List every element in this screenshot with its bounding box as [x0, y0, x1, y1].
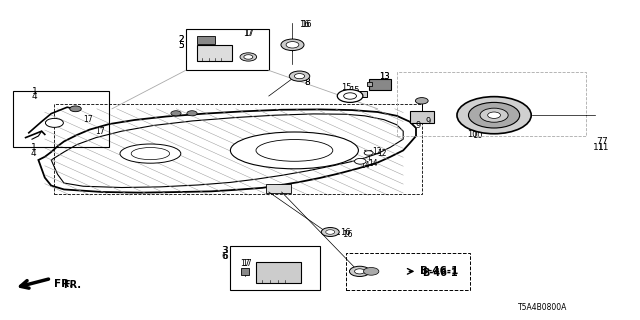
Text: 16: 16: [340, 228, 351, 237]
Text: 2: 2: [178, 36, 184, 44]
Bar: [367, 82, 372, 86]
Circle shape: [480, 108, 508, 122]
Text: 16: 16: [301, 20, 312, 29]
Circle shape: [70, 106, 81, 112]
Text: B-46-1: B-46-1: [420, 266, 458, 276]
Text: 5: 5: [178, 41, 184, 50]
Text: 13: 13: [379, 72, 390, 81]
Circle shape: [286, 42, 299, 48]
Bar: [197, 36, 215, 44]
Bar: [256, 262, 301, 283]
Text: B-46-1: B-46-1: [422, 268, 458, 278]
Circle shape: [45, 118, 63, 127]
Circle shape: [344, 93, 356, 99]
Polygon shape: [51, 114, 403, 188]
Circle shape: [326, 230, 335, 234]
Bar: [197, 45, 232, 61]
Text: 3: 3: [221, 246, 227, 255]
Bar: [410, 111, 434, 123]
Text: 14: 14: [368, 159, 378, 168]
Text: 7: 7: [602, 137, 607, 146]
Text: 13: 13: [379, 72, 390, 81]
Bar: [397, 72, 586, 136]
Text: 16: 16: [300, 20, 310, 29]
Text: 6: 6: [222, 252, 228, 261]
Circle shape: [468, 102, 520, 128]
Text: 8: 8: [305, 78, 310, 87]
Circle shape: [281, 39, 304, 51]
Text: 10: 10: [467, 130, 477, 139]
Text: 5: 5: [178, 41, 184, 50]
Text: 15: 15: [341, 83, 351, 92]
Text: 17: 17: [95, 127, 104, 136]
Bar: [266, 184, 291, 193]
Text: 15: 15: [349, 86, 359, 95]
Text: 16: 16: [342, 230, 353, 239]
Text: 7: 7: [596, 137, 602, 146]
Bar: [13, 91, 109, 147]
Text: 1: 1: [32, 87, 38, 96]
Text: 9: 9: [426, 117, 431, 126]
Circle shape: [244, 55, 253, 59]
Text: 9: 9: [416, 121, 421, 130]
Text: 4: 4: [32, 92, 38, 101]
Text: 11: 11: [593, 143, 605, 152]
Text: T5A4B0800A: T5A4B0800A: [518, 303, 568, 312]
Circle shape: [457, 97, 531, 134]
Bar: [186, 29, 269, 70]
Circle shape: [294, 74, 305, 79]
Text: 17: 17: [83, 115, 93, 124]
Text: 4: 4: [31, 149, 36, 158]
Circle shape: [355, 158, 366, 164]
Circle shape: [321, 228, 339, 236]
Circle shape: [415, 98, 428, 104]
Ellipse shape: [230, 132, 358, 169]
Text: 6: 6: [221, 252, 227, 261]
Text: 14: 14: [360, 161, 370, 170]
Circle shape: [240, 53, 257, 61]
Circle shape: [364, 268, 379, 275]
Bar: [230, 246, 320, 290]
Polygon shape: [38, 109, 416, 193]
Text: 17: 17: [241, 259, 250, 268]
Circle shape: [364, 151, 373, 155]
Circle shape: [187, 111, 197, 116]
Bar: [241, 268, 249, 275]
Text: 8: 8: [305, 78, 310, 87]
Text: 3: 3: [222, 246, 228, 255]
Text: 17: 17: [244, 29, 254, 38]
Bar: [54, 104, 422, 194]
Ellipse shape: [120, 144, 180, 163]
Bar: [355, 91, 367, 97]
Text: 2: 2: [178, 35, 184, 44]
Ellipse shape: [256, 140, 333, 161]
Text: 12: 12: [378, 149, 387, 158]
Circle shape: [349, 266, 370, 276]
Ellipse shape: [131, 148, 170, 160]
Text: FR.: FR.: [63, 280, 81, 290]
Circle shape: [289, 71, 310, 81]
Text: 17: 17: [242, 259, 252, 268]
Text: 11: 11: [598, 143, 610, 152]
Text: 12: 12: [372, 147, 382, 156]
Bar: [369, 79, 391, 90]
Circle shape: [171, 111, 181, 116]
Bar: [346, 253, 470, 290]
Text: 1: 1: [31, 143, 36, 152]
Circle shape: [337, 90, 363, 102]
Text: 17: 17: [243, 29, 253, 38]
Circle shape: [488, 112, 500, 118]
Text: 10: 10: [472, 131, 483, 140]
Text: FR.: FR.: [54, 279, 74, 289]
Circle shape: [355, 269, 365, 274]
